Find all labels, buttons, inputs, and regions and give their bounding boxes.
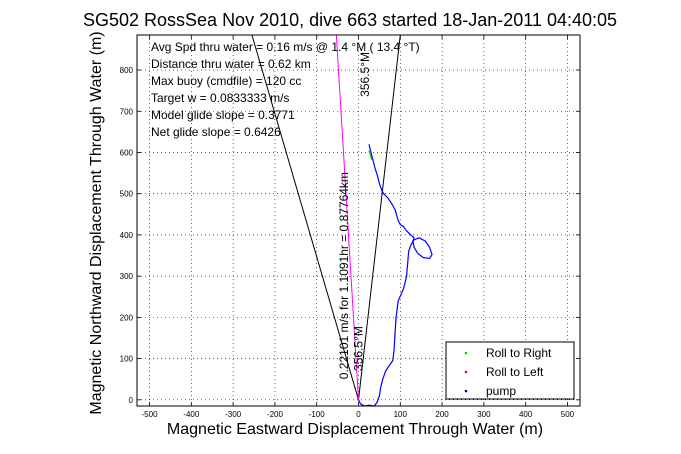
x-tick-label: 100	[394, 410, 408, 419]
info-line: Max buoy (cmdfile) = 120 cc	[151, 74, 301, 88]
legend-box	[445, 341, 575, 400]
annotation-text: 0.22101 m/s for 1.1091hr = 0.87764km	[337, 172, 351, 379]
x-tick-label: -200	[267, 410, 284, 419]
series-line-1	[368, 150, 373, 161]
y-tick-label: 300	[120, 272, 134, 281]
x-tick-label: -100	[309, 410, 326, 419]
info-line: Model glide slope = 0.3771	[151, 108, 295, 122]
x-tick-label: 400	[519, 410, 533, 419]
x-tick-label: -500	[142, 410, 159, 419]
x-tick-label: 500	[561, 410, 575, 419]
y-axis-label: Magnetic Northward Displacement Through …	[88, 31, 105, 414]
legend: Roll to Right Roll to Left pump	[445, 341, 575, 400]
x-tick-label: 200	[435, 410, 449, 419]
legend-label: Roll to Right	[486, 346, 552, 360]
annotation-text: 356.5°M	[352, 326, 366, 371]
y-tick-label: 800	[120, 66, 134, 75]
grid-lines	[137, 35, 580, 406]
x-tick-labels: -500 -400 -300 -200 -100 0 100 200 300 400 500	[142, 410, 575, 419]
y-tick-label: 100	[120, 355, 134, 364]
x-tick-label: 300	[477, 410, 491, 419]
y-tick-label: 700	[120, 107, 134, 116]
annotation-text: 356.5°M	[358, 52, 372, 97]
chart-title: SG502 RossSea Nov 2010, dive 663 started…	[83, 10, 617, 30]
info-line: Avg Spd thru water = 0.16 m/s @ 1.4 °M (…	[151, 40, 420, 54]
annotations: 0.22101 m/s for 1.1091hr = 0.87764km 356.…	[337, 52, 372, 379]
legend-label: Roll to Left	[486, 365, 544, 379]
y-tick-label: 400	[120, 231, 134, 240]
legend-marker	[464, 370, 468, 374]
info-line: Net glide slope = 0.6426	[151, 125, 281, 139]
plot-border	[136, 34, 581, 407]
info-line: Distance thru water = 0.62 km	[151, 57, 311, 71]
data-series	[357, 144, 433, 407]
heading-line	[335, 34, 359, 400]
y-tick-labels: 0 100 200 300 400 500 600 700 800	[120, 66, 134, 405]
x-axis-label: Magnetic Eastward Displacement Through W…	[167, 421, 543, 438]
legend-marker	[464, 389, 468, 393]
x-tick-label: -400	[183, 410, 200, 419]
info-text-block: Avg Spd thru water = 0.16 m/s @ 1.4 °M (…	[151, 40, 420, 139]
fan-right	[358, 34, 401, 400]
y-tick-label: 500	[120, 190, 134, 199]
y-tick-label: 200	[120, 313, 134, 322]
series-line-0	[357, 144, 433, 407]
x-tick-label: 0	[356, 410, 361, 419]
legend-label: pump	[486, 384, 516, 398]
info-line: Target w = 0.0833333 m/s	[151, 91, 289, 105]
reference-lines	[251, 34, 401, 400]
fan-left	[251, 34, 359, 400]
y-tick-label: 0	[129, 396, 134, 405]
x-tick-label: -300	[225, 410, 242, 419]
y-tick-label: 600	[120, 148, 134, 157]
legend-marker	[464, 351, 468, 355]
